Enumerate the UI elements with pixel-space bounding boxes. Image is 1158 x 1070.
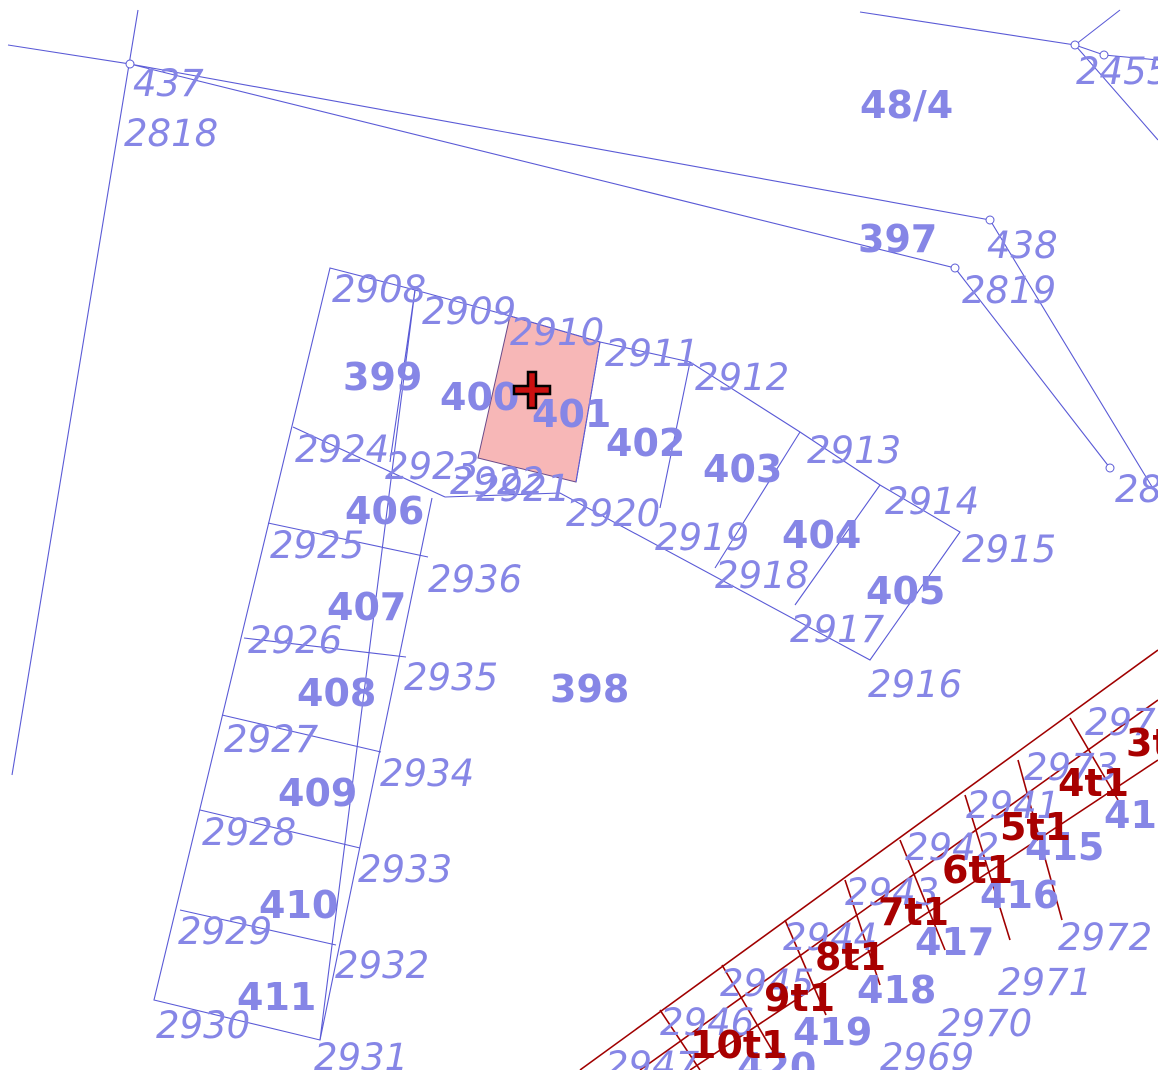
point-label: 2923: [385, 445, 479, 488]
parcel-label: 401: [532, 392, 611, 436]
point-label: 2908: [332, 268, 426, 311]
red-parcel-label: 3t1: [1126, 721, 1158, 765]
parcel-label: 411: [237, 975, 316, 1019]
survey-nodes: [125, 40, 1115, 473]
parcel-label: 406: [345, 489, 424, 533]
point-label: 2930: [156, 1004, 250, 1047]
parcel-label: 405: [866, 569, 945, 613]
point-label: 2917: [790, 608, 885, 651]
point-label: 2975: [1085, 701, 1158, 744]
point-label: 437: [133, 62, 204, 105]
point-labels: 437 2818 438 2819 2908 2909 2910 2911 29…: [124, 50, 1158, 1070]
crosshair-plus-icon: [512, 370, 552, 410]
point-label: 2922: [450, 460, 544, 503]
point-label: 2943: [845, 871, 939, 914]
red-parcel-label: 5t1: [1000, 805, 1071, 849]
point-label: 2819: [962, 269, 1056, 312]
point-label: 2942: [905, 826, 999, 869]
point-label: 418: [857, 968, 936, 1012]
point-label: 28: [1115, 468, 1158, 511]
point-label: 2909: [422, 290, 516, 333]
point-label: 2920: [566, 492, 660, 535]
point-label: 2931: [314, 1036, 408, 1070]
parcel-label: 397: [858, 217, 937, 261]
point-label: 2914: [885, 480, 979, 523]
point-label: 2946: [660, 1001, 754, 1044]
point-label: 438: [987, 224, 1058, 267]
red-parcel-label: 9t1: [764, 976, 835, 1020]
point-label: 2945: [720, 962, 814, 1005]
point-label: 2932: [335, 944, 429, 987]
point-label: 2912: [695, 356, 789, 399]
parcel-labels: 48/4 397 399 400 401 402 403 404 405 406…: [237, 83, 953, 1019]
point-label: 2911: [605, 332, 699, 375]
parcel-label: 407: [327, 585, 406, 629]
point-label: 2924: [295, 428, 389, 471]
point-label: 2970: [938, 1002, 1032, 1045]
point-label: 2928: [202, 811, 296, 854]
point-label: 2933: [358, 848, 452, 891]
point-label: 2971: [998, 961, 1092, 1004]
point-label: 415: [1025, 825, 1104, 869]
parcel-label: 408: [297, 671, 376, 715]
point-label: 2918: [715, 554, 809, 597]
red-parcel-label: 6t1: [942, 848, 1013, 892]
red-parcel-label: 4t1: [1058, 761, 1129, 805]
parcel-label: 399: [343, 355, 422, 399]
parcel-label: 402: [606, 421, 685, 465]
parcel-label: 398: [550, 667, 629, 711]
parcel-label: 409: [278, 771, 357, 815]
parcel-label: 48/4: [860, 83, 953, 127]
parcel-label: 410: [259, 883, 338, 927]
point-label: 2910: [510, 311, 604, 354]
point-label: 2935: [404, 656, 498, 699]
point-label: 2947: [605, 1044, 700, 1070]
point-label: 2944: [783, 916, 877, 959]
red-parcel-label: 10t1: [690, 1023, 788, 1067]
point-label: 2913: [807, 429, 901, 472]
point-label: 2921: [476, 467, 570, 510]
point-label: 2973: [1024, 746, 1118, 789]
point-label: 2969: [880, 1036, 974, 1070]
point-label: 2926: [248, 619, 342, 662]
red-parcel-strip: [579, 649, 1158, 1070]
red-parcel-label: 7t1: [878, 890, 949, 934]
point-label: 2941: [966, 784, 1060, 827]
point-label: 2818: [124, 112, 218, 155]
point-label: 420: [737, 1045, 816, 1070]
point-label: 416: [980, 873, 1059, 917]
point-label: 419: [793, 1010, 872, 1054]
parcel-label: 403: [703, 447, 782, 491]
point-label: 2972: [1058, 916, 1152, 959]
parcel-label: 400: [440, 375, 519, 419]
point-label: 2934: [380, 752, 474, 795]
red-labels: 3t1 4t1 5t1 6t1 7t1 8t1 9t1 10t1: [690, 721, 1158, 1067]
parcel-label: 404: [782, 513, 861, 557]
boundary-lines: [7, 9, 1158, 1041]
red-parcel-label: 8t1: [815, 935, 886, 979]
point-label: 2919: [655, 516, 749, 559]
point-label: 2927: [224, 718, 319, 761]
point-label: 2936: [428, 558, 522, 601]
point-label: 2916: [868, 663, 962, 706]
point-label: 417: [915, 920, 994, 964]
point-label: 414: [1104, 793, 1158, 837]
point-label: 2455: [1076, 50, 1158, 93]
point-label: 2915: [962, 528, 1056, 571]
point-label: 2925: [270, 524, 364, 567]
point-label: 2929: [178, 910, 272, 953]
